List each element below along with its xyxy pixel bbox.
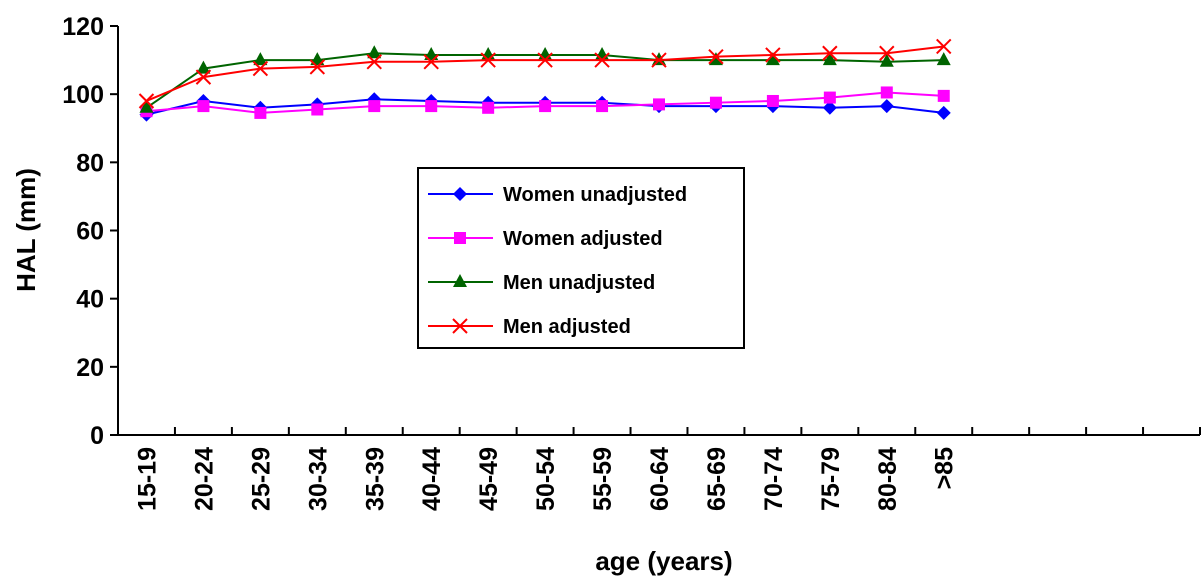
data-point: [482, 101, 495, 114]
data-point: [196, 60, 211, 74]
legend-label: Women unadjusted: [503, 184, 687, 206]
legend-box: [417, 167, 745, 349]
data-point: [367, 45, 382, 59]
data-point: [651, 52, 667, 68]
y-tick-label: 60: [76, 218, 104, 246]
x-tick-label: 55-59: [589, 447, 617, 511]
legend-item: Women unadjusted: [428, 184, 687, 206]
x-tick-label: 65-69: [703, 447, 731, 511]
y-tick-label: 0: [90, 422, 104, 450]
data-point: [424, 46, 439, 60]
data-point: [453, 274, 467, 287]
data-point: [879, 45, 895, 61]
series-2: [140, 86, 950, 119]
y-axis-title: HAL (mm): [11, 168, 41, 292]
data-point: [595, 46, 610, 60]
x-tick-label: 70-74: [760, 447, 788, 511]
x-tick-label: 45-49: [475, 447, 503, 511]
data-point: [452, 318, 468, 334]
x-tick-label: 50-54: [532, 447, 560, 511]
data-point: [596, 100, 609, 113]
data-point: [653, 98, 665, 111]
data-point: [879, 53, 894, 67]
legend: Women unadjusted Women adjusted Men unadju…: [417, 167, 745, 349]
data-point: [310, 52, 325, 66]
data-point: [539, 100, 552, 113]
legend-label: Women adjusted: [503, 228, 663, 250]
legend-item: Women adjusted: [428, 228, 663, 250]
data-point: [822, 52, 837, 66]
data-point: [594, 52, 610, 68]
data-point: [823, 91, 836, 104]
data-point: [311, 103, 324, 116]
data-point: [366, 54, 382, 70]
x-tick-label: 75-79: [817, 447, 845, 511]
data-point: [765, 52, 780, 66]
y-tick-label: 40: [76, 286, 104, 314]
data-point: [936, 38, 952, 55]
x-axis-ticks: 15-19 20-24 25-29 30-34 35-39 40-44 45-49 50-54…: [133, 427, 1201, 511]
data-point: [937, 89, 950, 102]
x-tick-label: 80-84: [874, 447, 902, 511]
data-point: [765, 47, 781, 63]
legend-label: Men adjusted: [503, 316, 631, 338]
x-tick-label: 40-44: [418, 447, 446, 511]
series-4: [138, 38, 952, 109]
x-tick-label: 35-39: [361, 447, 389, 511]
data-point: [195, 69, 212, 85]
series-layer: [138, 38, 952, 122]
x-tick-label: 15-19: [133, 447, 161, 511]
data-point: [481, 46, 496, 60]
data-point: [368, 100, 381, 113]
x-tick-label: 30-34: [304, 447, 332, 511]
data-point: [936, 52, 951, 66]
data-point: [652, 52, 666, 66]
data-point: [253, 52, 268, 66]
y-tick-label: 80: [76, 149, 104, 177]
data-point: [538, 46, 553, 60]
y-tick-label: 100: [62, 81, 104, 109]
data-point: [879, 99, 894, 114]
data-point: [936, 105, 951, 120]
data-point: [252, 60, 269, 77]
data-point: [766, 94, 779, 107]
data-point: [309, 59, 326, 75]
data-point: [138, 93, 155, 109]
data-point: [880, 86, 893, 99]
data-point: [708, 52, 723, 66]
data-point: [822, 100, 837, 115]
data-point: [480, 52, 496, 68]
legend-label: Men unadjusted: [503, 272, 655, 294]
data-point: [423, 54, 439, 70]
x-tick-label: >85: [931, 447, 959, 490]
legend-item: Men adjusted: [428, 316, 631, 338]
data-point: [197, 100, 210, 113]
y-tick-label: 120: [62, 13, 104, 41]
data-point: [708, 48, 724, 65]
legend-item: Men unadjusted: [428, 272, 655, 294]
y-axis-ticks: 0 20 40 60 80 100 120: [62, 13, 118, 450]
data-point: [453, 187, 467, 201]
data-point: [254, 106, 267, 119]
x-axis-title: age (years): [595, 546, 732, 576]
data-point: [537, 52, 553, 68]
data-point: [709, 96, 722, 109]
data-point: [454, 232, 466, 244]
y-tick-label: 20: [76, 354, 104, 382]
x-tick-label: 20-24: [190, 447, 218, 511]
data-point: [139, 99, 154, 113]
x-tick-label: 25-29: [247, 447, 275, 511]
data-point: [425, 100, 438, 113]
data-point: [822, 45, 838, 61]
x-tick-label: 60-64: [646, 447, 674, 511]
